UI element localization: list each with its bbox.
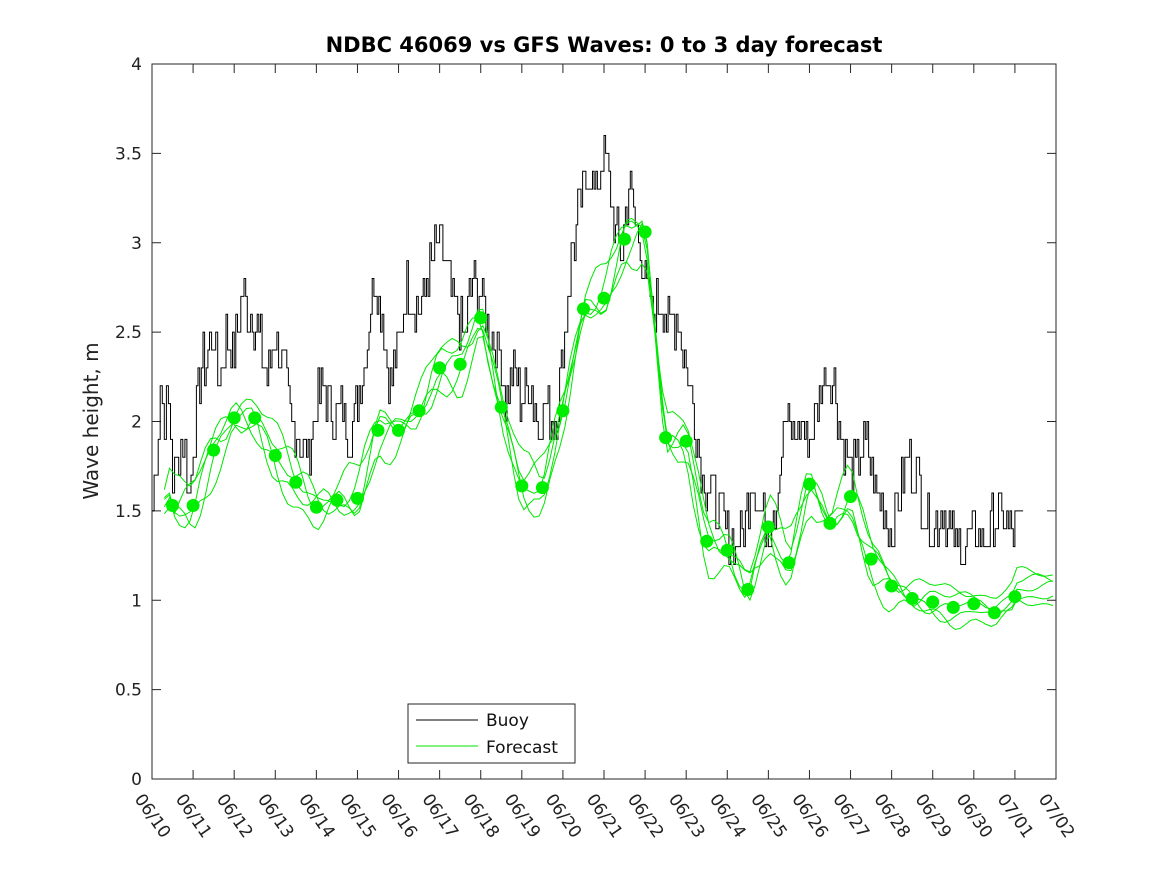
forecast-point <box>207 443 221 457</box>
forecast-point <box>844 490 857 504</box>
forecast-point <box>967 597 981 611</box>
forecast-point <box>412 404 426 418</box>
x-tick-label: 06/29 <box>911 790 955 842</box>
chart-title: NDBC 46069 vs GFS Waves: 0 to 3 day fore… <box>326 33 883 57</box>
forecast-point <box>186 499 200 512</box>
forecast-point <box>987 606 1001 620</box>
x-tick-label: 06/13 <box>253 790 297 842</box>
x-tick-label: 06/14 <box>294 790 338 842</box>
x-tick-label: 06/27 <box>828 790 872 842</box>
forecast-point <box>618 232 631 246</box>
forecast-point <box>289 475 303 489</box>
x-tick-label: 06/17 <box>418 790 462 842</box>
forecast-point <box>535 481 549 495</box>
x-tick-label: 06/24 <box>705 790 749 842</box>
y-tick-label: 3 <box>131 234 142 254</box>
forecast-point <box>782 556 796 570</box>
y-tick-label: 2 <box>131 413 142 433</box>
forecast-point <box>905 592 919 605</box>
forecast-point <box>926 595 940 609</box>
x-tick-label: 06/10 <box>130 790 174 842</box>
x-tick-label: 06/21 <box>582 790 626 842</box>
legend-forecast-label: Forecast <box>486 738 558 758</box>
x-tick-label: 06/15 <box>335 790 379 842</box>
x-tick-label: 06/22 <box>623 790 667 842</box>
forecast-point <box>679 434 693 448</box>
forecast-point <box>515 479 529 493</box>
x-tick-label: 06/20 <box>541 790 585 842</box>
forecast-point <box>371 423 385 437</box>
forecast-point <box>638 225 652 239</box>
forecast-point <box>885 579 899 593</box>
forecast-point <box>330 493 344 507</box>
x-tick-labels: 06/1006/1106/1206/1306/1406/1506/1606/17… <box>130 790 1078 842</box>
forecast-point <box>474 311 488 325</box>
y-tick-label: 0.5 <box>115 681 142 701</box>
forecast-point <box>761 520 775 534</box>
forecast-point <box>309 500 323 514</box>
legend-buoy-label: Buoy <box>486 711 529 731</box>
forecast-point <box>1008 590 1022 604</box>
forecast-point <box>803 477 816 491</box>
y-tick-label: 1.5 <box>115 502 142 522</box>
x-tick-label: 06/26 <box>787 790 831 842</box>
series-layer <box>152 135 1054 631</box>
y-tick-label: 2.5 <box>115 323 142 343</box>
forecast-point <box>227 411 241 425</box>
y-tick-label: 1 <box>131 591 142 611</box>
forecast-point <box>392 423 405 437</box>
x-tick-label: 06/12 <box>212 790 256 842</box>
axis-ticks <box>151 63 1057 780</box>
forecast-point <box>864 552 878 566</box>
forecast-point <box>556 404 570 418</box>
x-tick-label: 07/01 <box>993 790 1037 842</box>
y-tick-labels: 0 0.5 1 1.5 2 2.5 3 3.5 4 <box>115 55 142 790</box>
y-axis-label: Wave height, m <box>79 342 103 499</box>
forecast-point <box>268 449 282 462</box>
buoy-series-line <box>152 135 1024 565</box>
forecast-point <box>946 600 960 614</box>
forecast-point <box>741 583 755 596</box>
forecast-point <box>823 516 837 530</box>
forecast-point <box>659 431 673 445</box>
forecast-point <box>166 499 179 512</box>
x-tick-label: 06/30 <box>952 790 996 842</box>
forecast-point <box>720 543 734 557</box>
forecast-point <box>248 411 262 425</box>
forecast-point <box>597 291 611 305</box>
forecast-point <box>351 491 364 505</box>
plot-area <box>151 63 1057 780</box>
forecast-series-line <box>163 220 1053 599</box>
forecast-point <box>494 400 508 414</box>
forecast-point <box>577 302 590 316</box>
forecast-point <box>453 357 467 371</box>
legend-box <box>407 703 576 764</box>
y-tick-label: 4 <box>131 55 142 75</box>
forecast-point <box>433 361 447 375</box>
y-tick-label: 3.5 <box>115 144 142 164</box>
legend: Buoy Forecast <box>407 703 576 764</box>
x-tick-label: 06/19 <box>500 790 544 842</box>
x-tick-label: 06/16 <box>376 790 420 842</box>
x-tick-label: 06/23 <box>664 790 708 842</box>
x-tick-label: 06/28 <box>870 790 914 842</box>
x-tick-label: 06/11 <box>171 790 215 842</box>
x-tick-label: 07/02 <box>1034 790 1078 842</box>
x-tick-label: 06/18 <box>459 790 503 842</box>
x-tick-label: 06/25 <box>746 790 790 842</box>
y-tick-label: 0 <box>131 770 142 790</box>
forecast-point <box>700 534 714 548</box>
